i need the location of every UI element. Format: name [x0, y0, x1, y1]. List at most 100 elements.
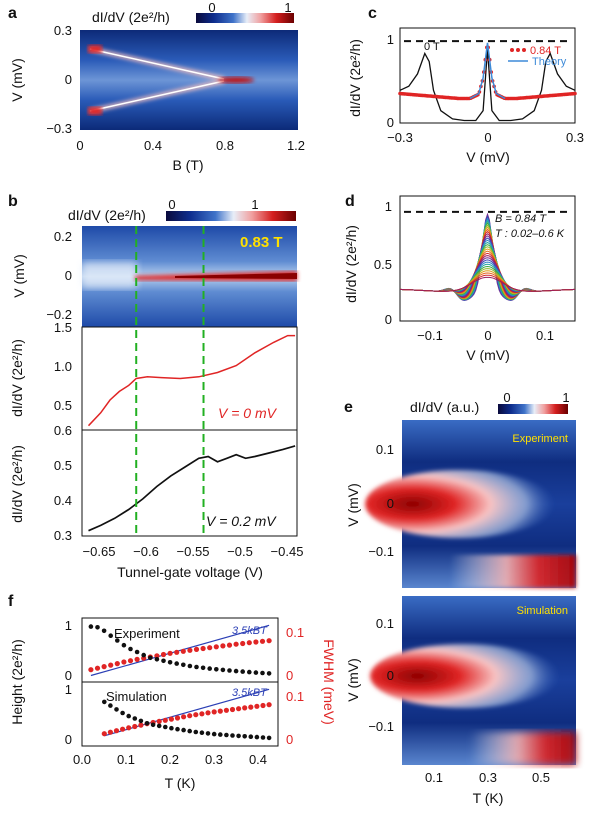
panel-e-colorbar-tick-0: 0 [503, 390, 510, 405]
panel-d-letter: d [345, 193, 355, 210]
panel-f-height-point [120, 710, 125, 716]
panel-f-fwhm-point [101, 731, 107, 737]
panel-f-fwhm-point [193, 712, 199, 718]
panel-f-fwhm-point [199, 711, 205, 717]
panel-f-fwhm-point [213, 644, 219, 650]
panel-b-colorbar-tick-1: 1 [251, 197, 258, 212]
panel-f-fwhm-point [101, 664, 107, 670]
panel-e-bot-ytick-1: 0 [387, 668, 394, 683]
panel-f-height-point [207, 666, 212, 671]
panel-e-bot-ytick-2: −0.1 [368, 719, 394, 734]
panel-f-height-point [128, 646, 133, 652]
panel-f-fwhm-point [114, 661, 120, 667]
panel-f-fwhm-point [168, 716, 174, 722]
panel-c-legend-dot2 [516, 48, 520, 52]
panel-f-height-point [156, 723, 162, 729]
panel-f-fwhm-point [126, 725, 132, 731]
panel-e-xlabel: T (K) [473, 790, 504, 806]
panel-b-bot-annotation: V = 0.2 mV [206, 513, 277, 529]
panel-f-bot-ltick-0: 1 [65, 682, 72, 697]
panel-d-temperature-curve [399, 233, 576, 298]
panel-f-fwhm-point [236, 706, 242, 712]
panel-d-temperature-curve [399, 272, 576, 292]
panel-f-fwhm-point [156, 718, 162, 725]
panel-b-xtick-3: −0.5 [227, 544, 253, 559]
panel-d-temperature-curve [399, 257, 576, 293]
panel-f-bot-rtick-1: 0 [286, 732, 293, 747]
panel-a-ytick-2: −0.3 [46, 121, 72, 136]
panel-a-heatmap [80, 30, 298, 130]
panel-b-mid-ytick-2: 0.5 [54, 398, 72, 413]
panel-d-curves [399, 212, 576, 302]
panel-f-bottom-label: Simulation [106, 689, 167, 704]
panel-f-fwhm-point [193, 646, 200, 653]
panel-f-kbt-label-bottom: 3.5kBT [232, 687, 268, 699]
panel-f-fwhm-point [240, 640, 246, 647]
panel-f-fwhm-point [220, 643, 226, 649]
panel-f-height-point [108, 703, 113, 708]
panel-a-letter: a [8, 5, 17, 22]
panel-b-bottom-plot [81, 429, 298, 537]
panel-c-xtick-2: 0.3 [566, 130, 584, 145]
panel-f-height-point [174, 661, 179, 666]
panel-c-curve-label: 0 T [424, 41, 440, 53]
panel-b-mid-ytick-0: 1.5 [54, 320, 72, 335]
panel-f-height-point [88, 624, 94, 629]
panel-b-mid-ylabel: dI/dV (2e²/h) [9, 339, 25, 417]
panel-f-fwhm-point [138, 722, 144, 728]
panel-e-letter: e [344, 399, 353, 416]
panel-f-height-point [144, 721, 150, 726]
panel-f-height-point [227, 668, 232, 673]
panel-f-fwhm-point [134, 656, 140, 663]
panel-f-xtick-3: 0.3 [205, 752, 223, 767]
panel-f-fwhm-point [187, 647, 193, 653]
panel-c-legend-dot [510, 48, 514, 52]
panel-b-xtick-0: −0.65 [83, 544, 116, 559]
panel-f-height-point [169, 725, 174, 731]
panel-f-height-point [200, 665, 206, 671]
panel-f-fwhm-point [260, 702, 266, 709]
panel-f-height-point [260, 670, 265, 676]
panel-d-xtick-0: −0.1 [417, 328, 443, 343]
panel-f-height-point [266, 671, 272, 676]
panel-b-mid-ytick-1: 1.0 [54, 359, 72, 374]
panel-e-simulation-map [370, 596, 576, 765]
panel-d-ylabel: dI/dV (2e²/h) [343, 225, 359, 303]
panel-f-height-point [248, 734, 254, 739]
panel-c-ylabel: dI/dV (2e²/h) [347, 39, 363, 117]
panel-e-top-ytick-2: −0.1 [368, 544, 394, 559]
panel-f-height-point [148, 655, 153, 661]
panel-f-height-point [211, 731, 217, 737]
panel-b-bot-ytick-2: 0.4 [54, 493, 72, 508]
panel-e-top-ylabel: V (mV) [345, 483, 361, 527]
panel-f-fwhm-point [248, 704, 254, 710]
panel-f-fwhm-point [127, 658, 134, 664]
panel-a-xtick-3: 1.2 [287, 138, 305, 153]
panel-f-height-point [95, 625, 100, 630]
panel-e-bot-ytick-0: 0.1 [376, 616, 394, 631]
panel-f-fwhm-point [207, 645, 213, 651]
panel-d-annot-B: B = 0.84 T [495, 213, 547, 225]
panel-b-map-ytick-0: 0.2 [54, 229, 72, 244]
panel-d-ytick-2: 0 [385, 312, 392, 327]
panel-e-top-ytick-0: 0.1 [376, 442, 394, 457]
panel-f-height-point [240, 669, 245, 674]
panel-e-top-label: Experiment [512, 433, 568, 445]
panel-f-height-point [175, 726, 180, 732]
panel-f-height-point [266, 735, 272, 741]
panel-f-fwhm-point [113, 728, 120, 734]
panel-d-temperature-curve [399, 244, 576, 295]
panel-f-height-point [199, 730, 205, 735]
panel-f-fwhm-point [167, 650, 173, 656]
panel-f-fwhm-point [205, 710, 211, 716]
panel-f-height-point [132, 716, 138, 721]
panel-d-ytick-1: 0.5 [374, 257, 392, 272]
panel-f-top-ltick-1: 0 [65, 668, 72, 683]
panel-a-colorbar-tick-1: 1 [284, 0, 291, 15]
panel-d-temperature-curve [399, 268, 576, 292]
panel-f-fwhm-point [180, 648, 186, 654]
panel-f-height-point [161, 658, 166, 664]
panel-e-colorbar-tick-1: 1 [562, 390, 569, 405]
panel-f-fwhm-point [107, 729, 113, 735]
panel-f-xlabel: T (K) [165, 775, 196, 791]
